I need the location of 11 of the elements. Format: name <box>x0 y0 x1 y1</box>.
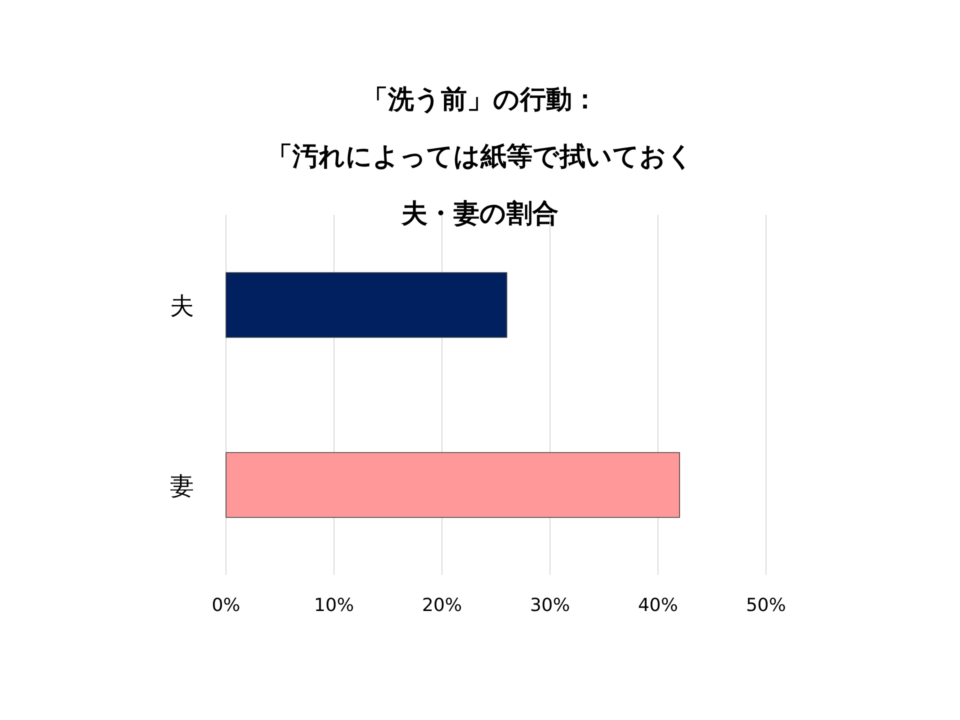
x-tick-label: 30% <box>530 595 570 616</box>
x-tick-label: 10% <box>314 595 354 616</box>
x-tick-label: 40% <box>638 595 678 616</box>
chart-subtitle: 「汚れによっては紙等で拭いておく <box>266 142 694 172</box>
x-tick-label: 20% <box>422 595 462 616</box>
chart-title: 「洗う前」の行動： <box>362 85 598 115</box>
x-tick-label: 0% <box>212 595 240 616</box>
y-tick-label: 妻 <box>170 472 194 500</box>
y-tick-label: 夫 <box>170 292 194 320</box>
annotation: 夫・妻の割合 <box>400 199 558 229</box>
x-tick-label: 50% <box>746 595 786 616</box>
